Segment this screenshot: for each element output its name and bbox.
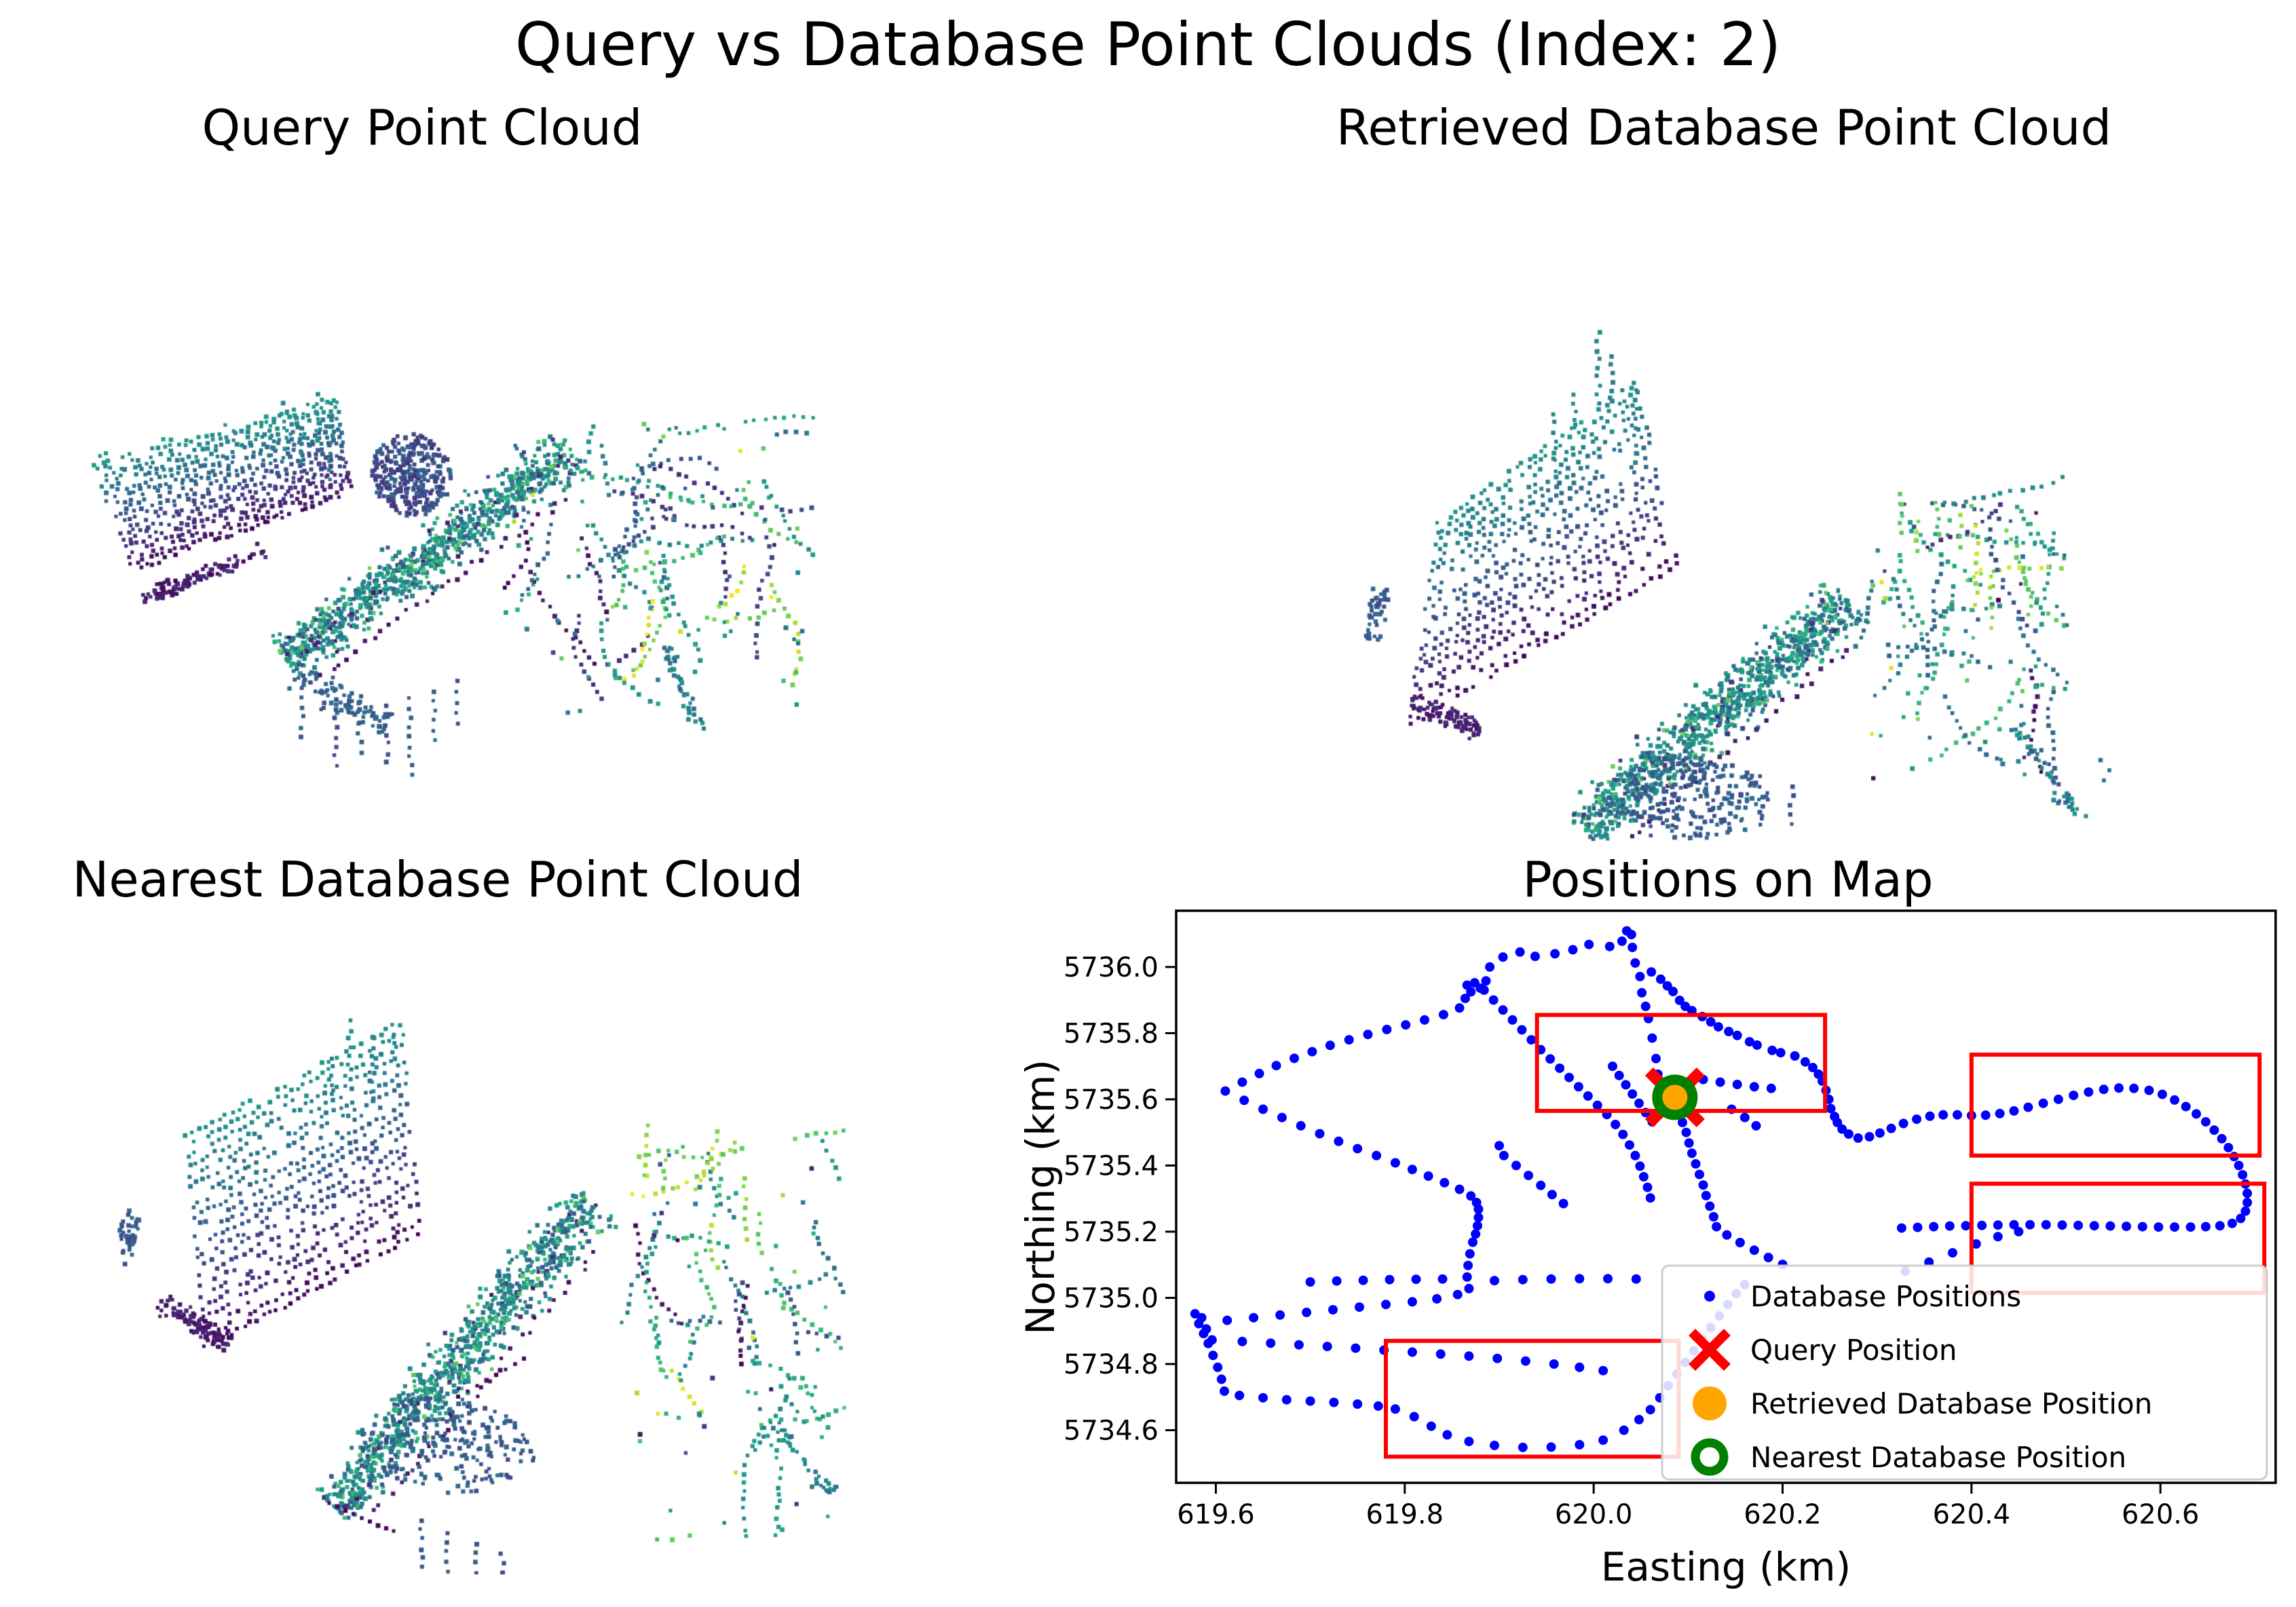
legend-entry-label: Retrieved Database Position	[1750, 1387, 2152, 1420]
legend-box	[1661, 1264, 2268, 1481]
y-tick-label: 5735.6	[1064, 1084, 1159, 1116]
retrieved-point-cloud	[1256, 292, 2138, 842]
y-tick-label: 5735.4	[1064, 1150, 1159, 1181]
legend-ring-icon	[1691, 1438, 1729, 1476]
x-tick-label: 620.4	[1933, 1499, 2011, 1530]
map-ylabel: Northing (km)	[1017, 1059, 1064, 1335]
y-tick-label: 5736.0	[1064, 952, 1159, 983]
y-tick-label: 5735.0	[1064, 1283, 1159, 1314]
x-tick-label: 620.6	[2122, 1499, 2200, 1530]
x-tick-label: 620.2	[1744, 1499, 1822, 1530]
y-tick-label: 5734.8	[1064, 1349, 1159, 1380]
map-legend[interactable]: Database Positions Query Position Retrieve…	[1661, 1264, 2268, 1481]
map-xlabel: Easting (km)	[1600, 1544, 1851, 1590]
nearest-position-marker	[1652, 1074, 1698, 1120]
query-point-cloud	[68, 292, 916, 835]
nearest-panel-title: Nearest Database Point Cloud	[72, 851, 804, 908]
y-tick-label: 5735.2	[1064, 1217, 1159, 1248]
legend-dot-icon	[1704, 1291, 1715, 1302]
x-tick-label: 620.0	[1555, 1499, 1633, 1530]
map-axes-frame	[1175, 909, 2277, 1484]
x-tick-label: 619.6	[1177, 1499, 1255, 1530]
y-tick-label: 5734.6	[1064, 1415, 1159, 1446]
nearest-point-cloud	[41, 1018, 923, 1574]
legend-entry-label: Database Positions	[1750, 1280, 2021, 1313]
retrieved-position-marker	[1657, 1079, 1693, 1115]
x-tick-label: 619.8	[1366, 1499, 1444, 1530]
legend-entry-label: Nearest Database Position	[1750, 1441, 2126, 1474]
legend-entry-label: Query Position	[1750, 1334, 1957, 1367]
map-axis-ticks: 619.6 619.8 620.0 620.2 620.4 620.6 5736.0 5735…	[1064, 952, 2199, 1530]
query-panel-title: Query Point Cloud	[202, 99, 643, 156]
map-panel-title: Positions on Map	[1522, 851, 1934, 908]
position-markers	[1644, 1067, 1705, 1128]
y-tick-label: 5735.8	[1064, 1018, 1159, 1049]
legend-x-icon	[1689, 1329, 1731, 1371]
legend-circle-icon	[1693, 1386, 1727, 1420]
retrieved-panel-title: Retrieved Database Point Cloud	[1336, 99, 2112, 156]
figure-suptitle: Query vs Database Point Clouds (Index: 2…	[514, 10, 1782, 79]
